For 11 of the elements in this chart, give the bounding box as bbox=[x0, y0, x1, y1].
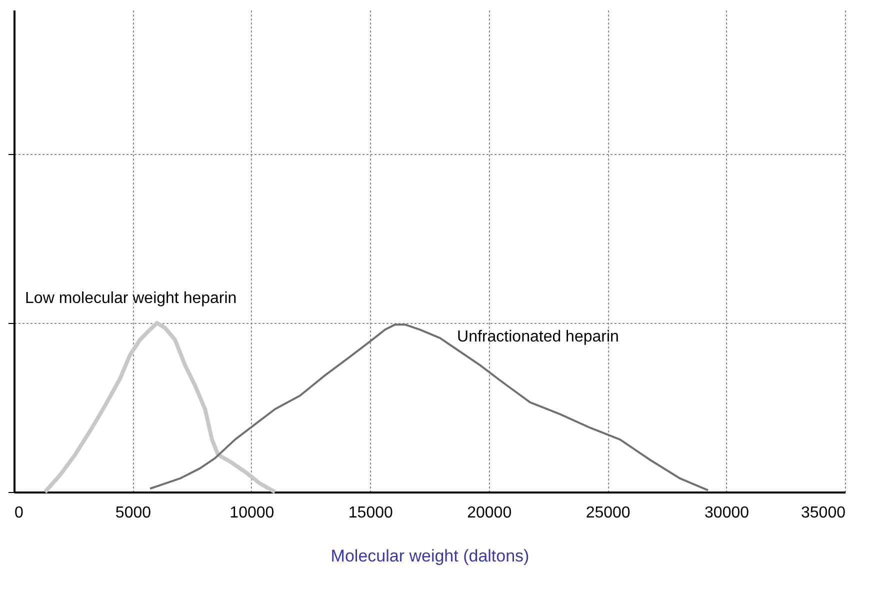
x-tick-label: 5000 bbox=[115, 504, 152, 522]
x-axis-title: Molecular weight (daltons) bbox=[330, 546, 530, 566]
x-tick-label: 15000 bbox=[348, 504, 393, 522]
x-tick-label: 10000 bbox=[230, 504, 274, 522]
text: Low molecular weight heparin bbox=[25, 290, 237, 307]
x-tick-label: 0 bbox=[14, 504, 24, 522]
x-tick-label: 30000 bbox=[704, 504, 750, 522]
series-label: Unfractionated heparin bbox=[457, 328, 619, 346]
x-tick-label: 35000 bbox=[801, 504, 846, 522]
x-tick-label: 25000 bbox=[586, 504, 630, 522]
x-tick-label: 20000 bbox=[467, 504, 512, 522]
